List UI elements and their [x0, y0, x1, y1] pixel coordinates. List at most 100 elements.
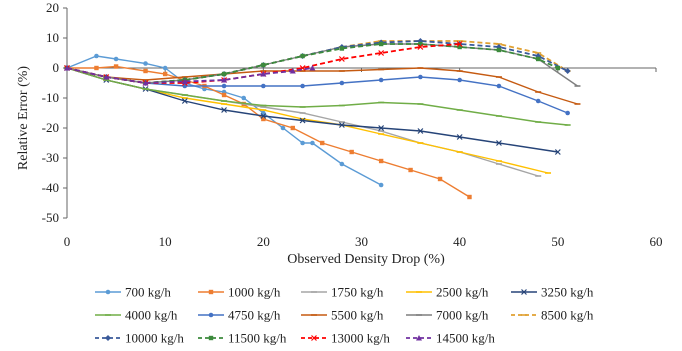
data-point — [221, 71, 227, 77]
legend-entry: 3250 kg/h — [511, 285, 594, 300]
data-point — [339, 161, 345, 167]
data-point — [221, 107, 227, 113]
data-point — [280, 125, 286, 131]
data-point — [338, 122, 345, 128]
series-line — [66, 67, 568, 126]
legend-entry: 1000 kg/h — [198, 285, 281, 300]
data-point — [456, 41, 463, 47]
data-point — [320, 140, 325, 146]
data-point — [417, 128, 424, 134]
y-tick-label: -30 — [42, 150, 59, 165]
chart-series — [64, 38, 581, 200]
y-tick-label: -40 — [42, 180, 59, 195]
data-point — [309, 65, 316, 71]
data-point — [417, 44, 424, 50]
data-point — [113, 56, 119, 62]
series-8 — [64, 67, 581, 105]
data-point — [300, 53, 305, 59]
data-point — [162, 71, 168, 77]
data-point — [378, 41, 384, 47]
legend-entry: 2500 kg/h — [406, 285, 489, 300]
data-point — [339, 46, 345, 51]
data-point — [408, 167, 413, 173]
legend-label: 2500 kg/h — [436, 285, 489, 300]
data-point — [467, 194, 472, 200]
data-point — [456, 134, 463, 140]
data-point — [300, 140, 305, 146]
data-point — [378, 125, 385, 131]
series-line — [66, 67, 578, 105]
legend-swatch-marker — [208, 335, 214, 341]
legend-label: 7000 kg/h — [436, 308, 489, 323]
data-point — [554, 149, 561, 155]
data-point — [378, 158, 384, 164]
data-point — [261, 83, 266, 89]
data-point — [564, 68, 571, 74]
legend-swatch-marker — [521, 289, 527, 295]
data-point — [437, 176, 443, 182]
data-point — [290, 125, 295, 131]
data-point — [94, 65, 99, 71]
data-point — [536, 56, 541, 62]
series-line — [66, 67, 558, 153]
data-point — [496, 140, 502, 146]
legend-entry: 1750 kg/h — [301, 285, 384, 300]
legend-label: 13000 kg/h — [331, 331, 390, 346]
legend-label: 4750 kg/h — [228, 308, 281, 323]
legend-label: 1000 kg/h — [228, 285, 281, 300]
legend-label: 700 kg/h — [125, 285, 171, 300]
legend-label: 8500 kg/h — [541, 308, 594, 323]
data-point — [143, 61, 148, 66]
legend-entry: 4000 kg/h — [95, 308, 178, 323]
legend-entry: 7000 kg/h — [406, 308, 489, 323]
legend-swatch-marker — [208, 289, 214, 295]
x-axis-label: Observed Density Drop (%) — [287, 252, 445, 267]
x-tick-label: 60 — [650, 234, 663, 249]
y-tick-label: -10 — [42, 90, 59, 105]
data-point — [241, 95, 246, 101]
chart-tick-labels: -50 -40 -30 -20 -10 0 10 20 0 10 20 30 40 50 60 — [42, 0, 663, 249]
chart-legend: 700 kg/h 1000 kg/h 1750 kg/h 2500 kg/h 3250 … — [95, 285, 594, 346]
y-tick-label: -50 — [42, 210, 59, 225]
legend-entry: 13000 kg/h — [301, 331, 390, 346]
y-tick-label: 10 — [46, 30, 59, 45]
data-point — [535, 98, 541, 104]
data-point — [162, 65, 168, 71]
data-point — [349, 149, 354, 155]
data-point — [299, 117, 306, 124]
data-point — [64, 65, 70, 71]
data-point — [113, 64, 119, 69]
series-line — [66, 67, 313, 84]
legend-swatch-marker — [416, 335, 422, 341]
data-point — [261, 116, 266, 122]
legend-label: 1750 kg/h — [331, 285, 384, 300]
data-point — [418, 41, 423, 47]
legend-label: 10000 kg/h — [125, 331, 184, 346]
legend-entry: 4750 kg/h — [198, 308, 281, 323]
legend-swatch-marker — [208, 312, 214, 318]
legend-entry: 8500 kg/h — [511, 308, 594, 323]
legend-entry: 700 kg/h — [95, 285, 171, 300]
legend-entry: 5500 kg/h — [301, 308, 384, 323]
legend-label: 4000 kg/h — [125, 308, 178, 323]
data-point — [496, 47, 502, 53]
legend-label: 3250 kg/h — [541, 285, 594, 300]
legend-entry: 14500 kg/h — [406, 331, 495, 346]
data-point — [260, 71, 267, 77]
legend-label: 14500 kg/h — [436, 331, 495, 346]
x-tick-label: 10 — [159, 234, 172, 249]
data-point — [300, 83, 305, 89]
x-tick-label: 20 — [257, 234, 270, 249]
data-point — [103, 74, 110, 80]
data-point — [260, 113, 267, 119]
data-point — [261, 62, 266, 68]
data-point — [418, 74, 423, 80]
data-point — [181, 78, 188, 84]
y-tick-label: 20 — [46, 0, 59, 15]
data-point — [221, 83, 227, 89]
legend-entry: 11500 kg/h — [198, 331, 287, 346]
data-point — [142, 80, 149, 86]
legend-swatch-marker — [311, 335, 317, 341]
data-point — [181, 98, 188, 104]
